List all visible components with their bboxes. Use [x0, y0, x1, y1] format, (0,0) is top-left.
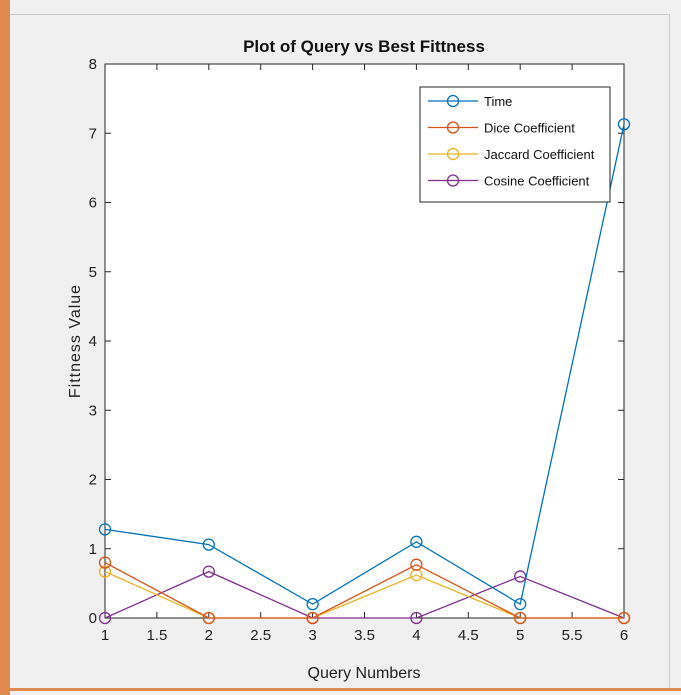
series-line-dice-coefficient	[104, 562, 624, 619]
legend-marker	[446, 121, 460, 134]
legend-label: Dice Coefficient	[484, 121, 575, 136]
axis-ticks	[104, 63, 625, 619]
series-group	[98, 118, 631, 625]
series-line-cosine-coefficient	[104, 570, 625, 619]
y-tick-label: 4	[89, 333, 97, 350]
y-tick-label: 1	[89, 541, 97, 558]
x-tick-labels: 1 1.5 2 2.5 3 3.5 4 4.5 5 5.5 6	[101, 627, 628, 644]
legend-entry-cosine-coefficient: Cosine Coefficient	[428, 174, 590, 189]
data-point-cosine-coefficient	[98, 611, 112, 625]
x-tick-label: 1	[101, 627, 109, 644]
legend-entry-jaccard-coefficient: Jaccard Coefficient	[428, 147, 595, 162]
y-tick-label: 7	[89, 125, 97, 142]
y-tick-label: 3	[89, 402, 97, 419]
data-point-dice-coefficient	[306, 611, 319, 625]
data-point-time	[98, 523, 112, 536]
data-point-cosine-coefficient	[410, 611, 423, 625]
data-point-time	[617, 118, 631, 131]
series-time	[98, 118, 631, 611]
x-tick-label: 5	[516, 627, 524, 644]
data-point-dice-coefficient	[617, 611, 631, 625]
legend-marker	[446, 174, 460, 187]
x-tick-label: 2.5	[250, 627, 271, 644]
legend-label: Jaccard Coefficient	[484, 147, 595, 162]
y-tick-label: 5	[89, 264, 97, 281]
window-left-border	[0, 0, 10, 695]
x-tick-label: 3.5	[354, 627, 375, 644]
data-point-cosine-coefficient	[202, 565, 215, 578]
data-point-jaccard-coefficient	[98, 565, 112, 578]
data-point-dice-coefficient	[514, 611, 527, 625]
y-axis-title: Fittness Value	[67, 284, 84, 398]
legend-label: Cosine Coefficient	[484, 174, 590, 189]
series-dice-coefficient	[98, 556, 631, 625]
legend-marker	[446, 94, 460, 108]
window-right-border	[669, 14, 670, 688]
legend: Time Dice Coefficient Jaccard Coefficient C…	[419, 86, 611, 203]
data-point-time	[202, 538, 215, 551]
x-axis-title: Query Numbers	[308, 665, 421, 682]
y-tick-label: 6	[89, 195, 97, 212]
legend-marker	[446, 147, 460, 161]
legend-entry-dice-coefficient: Dice Coefficient	[428, 121, 575, 136]
data-point-time	[306, 598, 319, 611]
x-tick-label: 4.5	[458, 627, 479, 644]
chart-title: Plot of Query vs Best Fittness	[243, 37, 485, 56]
series-line-time	[104, 124, 625, 606]
x-tick-label: 5.5	[562, 627, 583, 644]
y-tick-labels: 0 1 2 3 4 5 6 7 8	[89, 56, 97, 627]
window-bottom-border	[0, 688, 681, 691]
x-tick-label: 1.5	[146, 627, 167, 644]
data-point-dice-coefficient	[410, 558, 423, 571]
legend-entry-time: Time	[428, 94, 512, 109]
x-tick-label: 6	[620, 627, 628, 644]
y-tick-label: 8	[89, 56, 97, 73]
data-point-dice-coefficient	[98, 556, 112, 569]
window-top-border	[10, 14, 670, 15]
y-tick-label: 0	[89, 610, 97, 627]
legend-label: Time	[484, 94, 512, 109]
x-tick-label: 2	[205, 627, 213, 644]
data-point-time	[410, 535, 423, 548]
data-point-dice-coefficient	[202, 611, 215, 625]
x-tick-label: 4	[412, 627, 420, 644]
x-tick-label: 3	[308, 627, 316, 644]
y-tick-label: 2	[89, 472, 97, 489]
data-point-time	[514, 598, 527, 611]
